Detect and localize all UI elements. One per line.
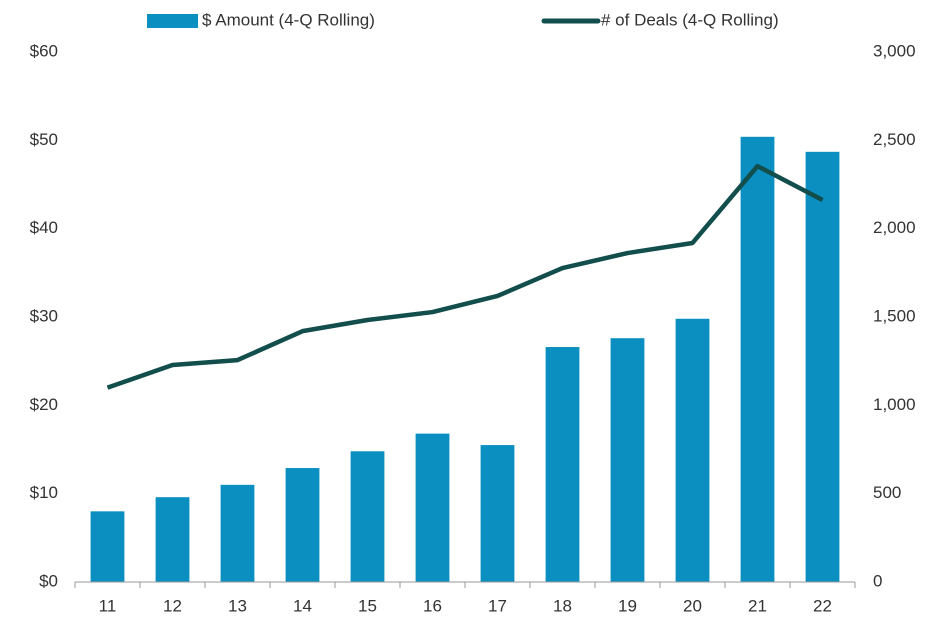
bar <box>805 151 840 583</box>
legend-swatch <box>147 14 198 28</box>
y2-tick-label: 0 <box>873 571 882 590</box>
y-tick-label: $30 <box>30 306 58 325</box>
bar <box>155 497 190 582</box>
y2-tick-label: 1,000 <box>873 395 916 414</box>
bar <box>415 433 450 582</box>
x-tick-label: 18 <box>553 596 572 615</box>
y-tick-label: $10 <box>30 483 58 502</box>
bar <box>545 347 580 582</box>
y-tick-label: $40 <box>30 218 58 237</box>
line <box>106 163 824 390</box>
y-tick-label: $50 <box>30 130 58 149</box>
bar <box>350 451 385 582</box>
bar <box>285 468 320 582</box>
bar <box>220 484 255 582</box>
y-tick-label: $0 <box>39 571 58 590</box>
x-tick-label: 11 <box>99 596 117 615</box>
bar <box>675 318 710 582</box>
y2-tick-label: 1,500 <box>873 306 916 325</box>
y2-tick-label: 500 <box>873 483 901 502</box>
x-tick-label: 20 <box>683 596 702 615</box>
x-tick-label: 16 <box>423 596 442 615</box>
bar <box>480 445 515 582</box>
x-tick-label: 12 <box>163 596 182 615</box>
x-tick-label: 21 <box>748 596 767 615</box>
y-tick-label: $20 <box>30 395 58 414</box>
y2-tick-label: 2,500 <box>873 130 916 149</box>
x-tick-label: 19 <box>618 596 637 615</box>
x-tick-label: 17 <box>488 596 507 615</box>
legend-label: # of Deals (4-Q Rolling) <box>601 10 779 29</box>
legend-label: $ Amount (4-Q Rolling) <box>202 10 375 29</box>
bar <box>90 511 125 582</box>
bar <box>610 338 645 582</box>
y2-tick-label: 3,000 <box>873 41 916 60</box>
x-tick-label: 15 <box>358 596 377 615</box>
x-tick-label: 13 <box>228 596 247 615</box>
y2-tick-label: 2,000 <box>873 218 916 237</box>
x-tick-label: 14 <box>293 596 312 615</box>
bar <box>740 136 775 583</box>
x-tick-label: 22 <box>813 596 832 615</box>
y-tick-label: $60 <box>30 41 58 60</box>
